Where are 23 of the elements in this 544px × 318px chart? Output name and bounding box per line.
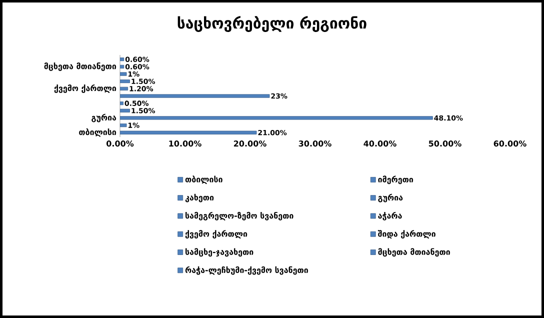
legend-label: ქვემო ქართლი xyxy=(185,230,248,239)
y-tick-label: ქვემო ქართლი xyxy=(54,84,116,93)
legend-label: აჭარა xyxy=(378,212,402,220)
x-tick-label: 0.00% xyxy=(106,140,134,147)
legend-label: კახეთი xyxy=(185,194,214,202)
legend-label: შიდა ქართლი xyxy=(378,230,436,239)
x-tick-label: 20.00% xyxy=(234,140,266,147)
legend-label: მცხეთა მთიანეთი xyxy=(378,248,450,257)
y-tick-label: გურია xyxy=(92,114,116,122)
x-tick-label: 50.00% xyxy=(428,140,462,147)
legend-label: იმერეთი xyxy=(378,176,414,184)
legend-label: სამცხე-ჯავახეთი xyxy=(186,248,254,257)
x-tick-label: 40.00% xyxy=(364,140,396,147)
chart-title: საცხოვრებელი რეგიონი xyxy=(178,16,366,32)
legend-label: სამეგრელო-ზემო სვანეთი xyxy=(186,212,294,220)
x-tick-label: 30.00% xyxy=(298,140,332,147)
y-tick-label: მცხეთა მთიანეთი xyxy=(44,62,116,71)
legend-label: რაჭა-ლეჩხუმი-ქვემო სვანეთი xyxy=(185,266,308,275)
y-tick-label: თბილისი xyxy=(79,128,116,137)
x-tick-label: 60.00% xyxy=(494,140,526,147)
x-tick-label: 10.00% xyxy=(169,140,202,147)
legend-label: თბილისი xyxy=(185,176,222,184)
legend-label: გურია xyxy=(378,194,403,202)
